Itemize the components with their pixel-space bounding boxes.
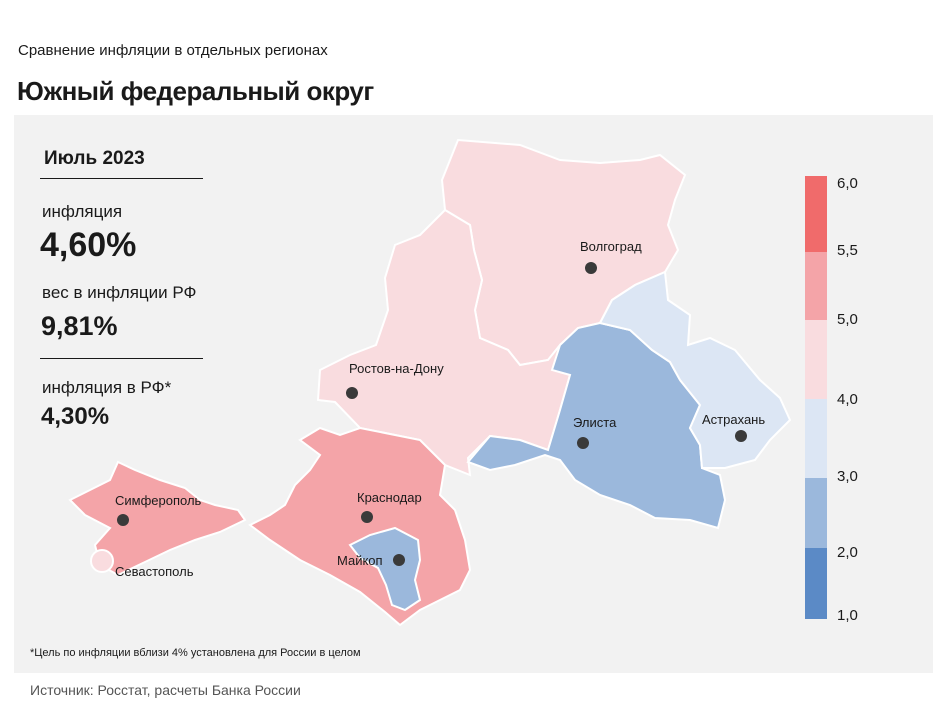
legend-band-3-0-4-0 [805, 399, 827, 478]
krasnodar-marker [361, 511, 373, 523]
simferopol-label: Симферополь [115, 493, 202, 508]
legend-tick: 5,5 [837, 242, 858, 259]
weight-value: 9,81% [41, 311, 118, 341]
divider-top [40, 178, 203, 179]
chart-subtitle: Сравнение инфляции в отдельных регионах [18, 42, 328, 59]
legend-tick: 4,0 [837, 391, 858, 408]
rostov-label: Ростов-на-Дону [349, 361, 444, 376]
simferopol-marker [117, 514, 129, 526]
region-astrakhan[interactable] [598, 270, 792, 469]
rf-inflation-label: инфляция в РФ* [42, 378, 172, 397]
legend-tick: 5,0 [837, 311, 858, 328]
elista-marker [577, 437, 589, 449]
inflation-label: инфляция [42, 202, 123, 221]
legend-band-5-5-6-0 [805, 176, 827, 252]
inflation-value: 4,60% [40, 226, 137, 264]
legend-band-1-0-2-0 [805, 548, 827, 619]
region-crimea[interactable] [68, 460, 247, 577]
region-rostov[interactable] [316, 208, 572, 477]
legend-tick: 6,0 [837, 175, 858, 192]
volgograd-label: Волгоград [580, 239, 642, 254]
astrakhan-marker [735, 430, 747, 442]
astrakhan-label: Астрахань [702, 412, 765, 427]
legend-tick: 2,0 [837, 544, 858, 561]
region-sevastopol[interactable] [90, 549, 114, 573]
period-label: Июль 2023 [44, 148, 145, 169]
rostov-marker [346, 387, 358, 399]
footnote: *Цель по инфляции вблизи 4% установлена … [30, 647, 361, 659]
chart-title: Южный федеральный округ [17, 76, 374, 106]
region-krasnodar[interactable] [248, 426, 472, 627]
legend-band-5-0-5-5 [805, 252, 827, 320]
elista-label: Элиста [573, 415, 617, 430]
volgograd-marker [585, 262, 597, 274]
region-adygea[interactable] [348, 526, 422, 612]
divider-bottom [40, 358, 203, 359]
legend-band-2-0-3-0 [805, 478, 827, 548]
sevastopol-label: Севастополь [115, 564, 194, 579]
maykop-label: Майкоп [337, 553, 383, 568]
legend-band-4-0-5-0 [805, 320, 827, 399]
rf-inflation-value: 4,30% [41, 403, 110, 430]
source-note: Источник: Росстат, расчеты Банка России [30, 682, 301, 698]
krasnodar-label: Краснодар [357, 490, 422, 505]
legend-tick: 3,0 [837, 468, 858, 485]
weight-label: вес в инфляции РФ [42, 283, 197, 302]
legend-tick: 1,0 [837, 607, 858, 624]
maykop-marker [393, 554, 405, 566]
legend-colorbar [805, 176, 827, 619]
